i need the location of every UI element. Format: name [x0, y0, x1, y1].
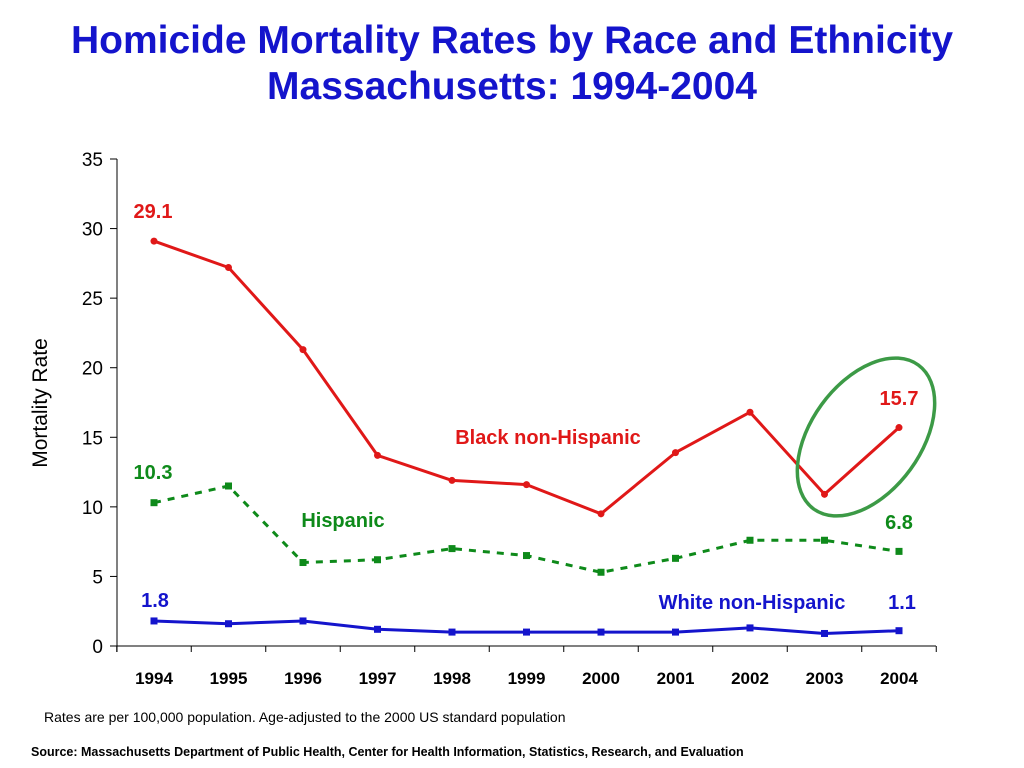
white-non-hispanic-point — [374, 625, 381, 633]
x-tick-label: 1998 — [433, 669, 471, 688]
white-non-hispanic-point — [895, 627, 903, 635]
black-non-hispanic-line — [153, 239, 901, 516]
white-non-hispanic-point — [150, 617, 158, 625]
white-non-hispanic-point — [225, 620, 232, 628]
black-non-hispanic-point — [448, 476, 456, 484]
x-tick-label: 2001 — [657, 669, 695, 688]
chart-title-line-2: Massachusetts: 1994-2004 — [267, 65, 757, 108]
y-tick-label: 5 — [92, 567, 103, 588]
hispanic-end-value-label: 6.8 — [885, 512, 913, 534]
white-non-hispanic-point — [597, 628, 605, 636]
black-non-hispanic-end-value-label: 15.7 — [880, 388, 919, 410]
x-tick-label: 1995 — [210, 669, 248, 688]
hispanic-start-value-label: 10.3 — [134, 462, 173, 484]
white-non-hispanic-series-label: White non-Hispanic — [659, 592, 846, 614]
hispanic-point — [225, 482, 232, 490]
white-non-hispanic-point — [523, 628, 530, 636]
highlight-ellipse — [795, 356, 937, 518]
y-tick-label: 0 — [92, 637, 103, 658]
black-non-hispanic-point — [821, 490, 828, 498]
hispanic-series-label: Hispanic — [301, 510, 384, 532]
hispanic-point — [448, 545, 456, 553]
x-tick-label: 2004 — [880, 669, 918, 688]
x-tick-label: 1994 — [135, 669, 173, 688]
white-non-hispanic-point — [821, 629, 828, 637]
white-non-hispanic-point — [448, 628, 456, 636]
white-non-hispanic-end-value-label: 1.1 — [888, 592, 916, 614]
hispanic-point — [374, 556, 381, 564]
white-non-hispanic-start-value-label: 1.8 — [141, 590, 169, 612]
black-non-hispanic-point — [746, 408, 754, 416]
white-non-hispanic-point — [672, 628, 679, 636]
black-non-hispanic-point — [523, 481, 530, 489]
hispanic-point — [299, 559, 307, 567]
x-tick-label: 1996 — [284, 669, 322, 688]
hispanic-point — [150, 499, 158, 507]
x-tick-label: 2000 — [582, 669, 620, 688]
black-non-hispanic-point — [225, 264, 232, 272]
white-non-hispanic-point — [299, 617, 307, 625]
hispanic-point — [523, 552, 530, 560]
black-non-hispanic-point — [374, 451, 381, 459]
hispanic-point — [895, 547, 903, 555]
y-tick-label: 25 — [82, 289, 103, 310]
x-tick-label: 2003 — [806, 669, 844, 688]
y-tick-label: 15 — [82, 428, 103, 449]
black-non-hispanic-point — [672, 449, 679, 457]
y-tick-label: 35 — [82, 150, 103, 171]
black-non-hispanic-point — [597, 510, 605, 518]
source-note: Source: Massachusetts Department of Publ… — [31, 745, 744, 759]
hispanic-point — [746, 536, 754, 544]
hispanic-point — [672, 554, 679, 562]
y-tick-label: 30 — [82, 220, 103, 241]
y-tick-label: 20 — [82, 359, 103, 380]
x-tick-label: 1997 — [359, 669, 397, 688]
chart-title: Homicide Mortality Rates by Race and Eth… — [0, 18, 1024, 110]
x-tick-label: 2002 — [731, 669, 769, 688]
y-axis-label: Mortality Rate — [29, 338, 52, 468]
hispanic-point — [821, 536, 828, 544]
black-non-hispanic-point — [299, 346, 307, 354]
black-non-hispanic-series-label: Black non-Hispanic — [455, 427, 641, 449]
chart-title-line-1: Homicide Mortality Rates by Race and Eth… — [70, 19, 954, 62]
black-non-hispanic-point — [895, 424, 903, 432]
hispanic-point — [597, 568, 605, 576]
y-tick-label: 10 — [82, 498, 103, 519]
x-tick-label: 1999 — [508, 669, 546, 688]
white-non-hispanic-point — [746, 624, 754, 632]
footnote: Rates are per 100,000 population. Age-ad… — [44, 709, 566, 725]
black-non-hispanic-start-value-label: 29.1 — [134, 201, 173, 223]
black-non-hispanic-point — [150, 237, 158, 245]
hispanic-line — [153, 484, 900, 574]
